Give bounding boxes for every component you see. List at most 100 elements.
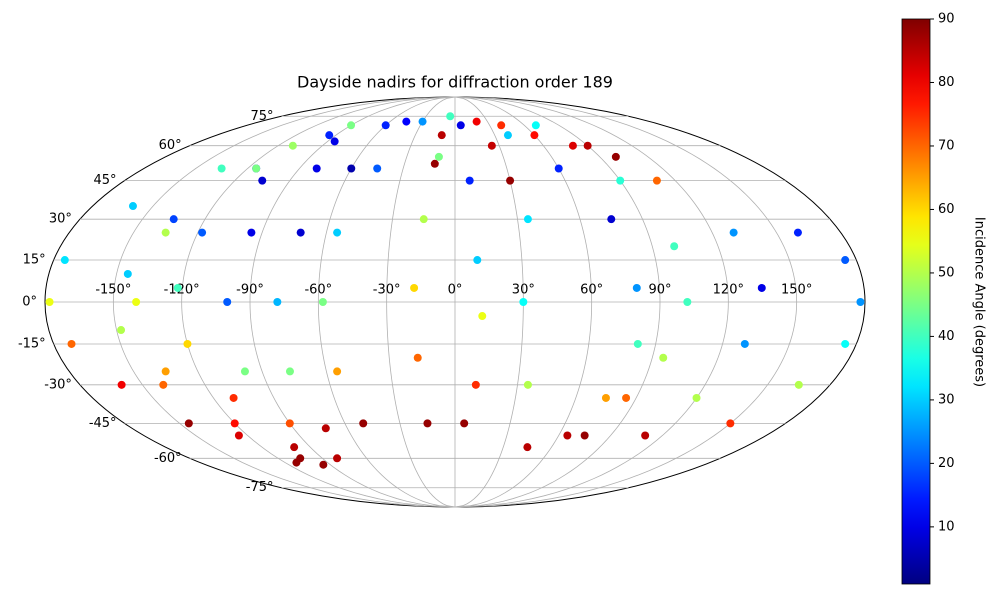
data-point bbox=[132, 298, 141, 306]
x-tick-label: 60° bbox=[580, 283, 603, 298]
colorbar bbox=[901, 18, 931, 585]
y-tick-label: -45° bbox=[89, 416, 117, 431]
data-point bbox=[692, 393, 701, 402]
data-point bbox=[173, 283, 182, 292]
data-point bbox=[652, 176, 661, 185]
data-point bbox=[321, 424, 330, 433]
y-tick-label: 60° bbox=[159, 138, 182, 153]
data-point bbox=[472, 117, 481, 126]
data-point bbox=[347, 164, 356, 173]
data-point bbox=[471, 380, 480, 389]
chart-title: Dayside nadirs for diffraction order 189 bbox=[297, 73, 613, 92]
data-point bbox=[67, 339, 76, 348]
x-tick-label: 30° bbox=[512, 283, 535, 298]
data-point bbox=[497, 121, 506, 130]
data-point bbox=[247, 228, 256, 237]
data-point bbox=[793, 228, 802, 237]
data-point bbox=[347, 121, 356, 130]
data-point bbox=[794, 380, 803, 389]
data-point bbox=[456, 121, 465, 130]
data-point bbox=[318, 298, 327, 306]
data-point bbox=[285, 367, 294, 376]
data-point bbox=[333, 367, 342, 376]
data-point bbox=[161, 228, 170, 237]
data-point bbox=[333, 454, 342, 463]
grid-line bbox=[112, 96, 456, 508]
data-point bbox=[611, 152, 620, 161]
data-point bbox=[641, 431, 650, 440]
colorbar-tick-label: 80 bbox=[938, 75, 955, 90]
data-point bbox=[659, 353, 668, 362]
data-point bbox=[523, 215, 532, 224]
data-point bbox=[45, 298, 54, 306]
data-point bbox=[473, 256, 482, 265]
data-point bbox=[683, 298, 692, 306]
data-point bbox=[330, 137, 339, 146]
data-point bbox=[128, 202, 137, 211]
grid-line bbox=[317, 96, 456, 508]
data-point bbox=[616, 176, 625, 185]
data-point bbox=[169, 215, 178, 224]
grid-line bbox=[181, 96, 456, 508]
y-tick-label: -60° bbox=[154, 451, 182, 466]
data-point bbox=[273, 298, 282, 306]
data-point bbox=[841, 339, 850, 348]
y-tick-label: -75° bbox=[246, 480, 274, 495]
data-point bbox=[381, 121, 390, 130]
data-point bbox=[523, 380, 532, 389]
colorbar-label: Incidence Angle (degrees) bbox=[972, 217, 987, 387]
data-point bbox=[418, 117, 427, 126]
data-point bbox=[229, 393, 238, 402]
data-point bbox=[123, 269, 132, 278]
data-point bbox=[446, 112, 455, 121]
data-point bbox=[373, 164, 382, 173]
data-point bbox=[622, 393, 631, 402]
data-point bbox=[519, 298, 528, 306]
data-point bbox=[757, 283, 766, 292]
data-point bbox=[285, 419, 294, 428]
data-point bbox=[506, 176, 515, 185]
colorbar-tick-label: 40 bbox=[938, 329, 955, 344]
data-point bbox=[258, 176, 267, 185]
data-point bbox=[601, 393, 610, 402]
colorbar-tick-label: 60 bbox=[938, 202, 955, 217]
y-tick-label: -30° bbox=[44, 377, 72, 392]
data-point bbox=[580, 431, 589, 440]
data-point bbox=[413, 353, 422, 362]
grid-line bbox=[454, 96, 729, 508]
x-tick-label: 150° bbox=[781, 283, 812, 298]
data-point bbox=[402, 117, 411, 126]
data-point bbox=[359, 419, 368, 428]
grid-line bbox=[454, 96, 593, 508]
data-point bbox=[563, 431, 572, 440]
grid-line bbox=[386, 96, 456, 508]
x-tick-label: 90° bbox=[648, 283, 671, 298]
x-tick-label: -120° bbox=[164, 283, 200, 298]
y-tick-label: 15° bbox=[23, 253, 46, 268]
grid-line bbox=[454, 96, 798, 508]
data-point bbox=[726, 419, 735, 428]
data-point bbox=[531, 121, 540, 130]
data-point bbox=[288, 141, 297, 150]
data-point bbox=[465, 176, 474, 185]
data-point bbox=[296, 228, 305, 237]
data-point bbox=[234, 431, 243, 440]
data-point bbox=[503, 131, 512, 140]
data-point bbox=[117, 326, 126, 335]
data-point bbox=[632, 283, 641, 292]
data-point bbox=[223, 298, 232, 306]
y-tick-label: 45° bbox=[94, 173, 117, 188]
x-tick-label: -90° bbox=[236, 283, 264, 298]
data-point bbox=[437, 131, 446, 140]
data-point bbox=[198, 228, 207, 237]
data-point bbox=[325, 131, 334, 140]
data-point bbox=[217, 164, 226, 173]
data-point bbox=[333, 228, 342, 237]
y-tick-label: 0° bbox=[22, 295, 37, 310]
data-point bbox=[554, 164, 563, 173]
data-point bbox=[184, 419, 193, 428]
x-tick-label: 120° bbox=[713, 283, 744, 298]
data-point bbox=[583, 141, 592, 150]
data-point bbox=[161, 367, 170, 376]
